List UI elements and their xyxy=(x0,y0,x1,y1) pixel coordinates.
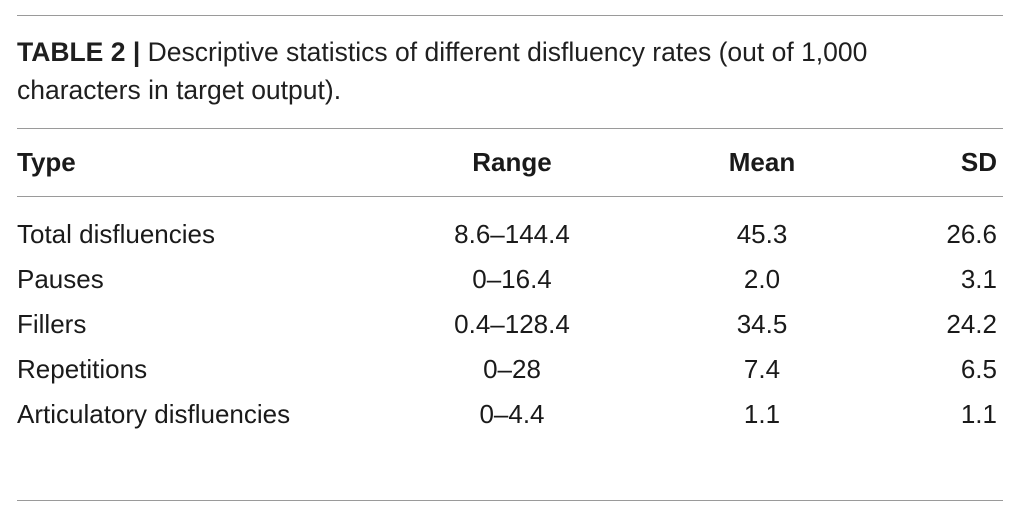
cell-sd: 1.1 xyxy=(960,399,997,429)
statistics-table: Type Range Mean SD Total disfluencies 8.… xyxy=(17,128,997,437)
cell-mean: 7.4 xyxy=(743,354,781,384)
table-row: Pauses 0–16.4 2.0 3.1 xyxy=(17,257,997,302)
cell-sd: 24.2 xyxy=(946,309,997,339)
cell-mean: 1.1 xyxy=(743,399,781,429)
header-top-rule xyxy=(17,128,1003,129)
cell-type: Pauses xyxy=(17,264,104,294)
cell-sd: 6.5 xyxy=(960,354,997,384)
cell-type: Repetitions xyxy=(17,354,148,384)
table-label: TABLE 2 | xyxy=(17,37,141,67)
cell-type: Articulatory disfluencies xyxy=(17,399,291,429)
table-row: Repetitions 0–28 7.4 6.5 xyxy=(17,347,997,392)
table-row: Articulatory disfluencies 0–4.4 1.1 1.1 xyxy=(17,392,997,437)
cell-range: 0–28 xyxy=(483,354,541,384)
cell-range: 0–4.4 xyxy=(479,399,545,429)
table-row: Total disfluencies 8.6–144.4 45.3 26.6 xyxy=(17,196,997,257)
table-row: Fillers 0.4–128.4 34.5 24.2 xyxy=(17,302,997,347)
header-range: Range xyxy=(472,146,552,177)
top-rule xyxy=(17,15,1003,16)
cell-sd: 3.1 xyxy=(960,264,997,294)
bottom-rule xyxy=(17,500,1003,501)
caption-text: Descriptive statistics of different disf… xyxy=(17,37,868,105)
header-row: Type Range Mean SD xyxy=(17,128,997,196)
cell-type: Fillers xyxy=(17,309,87,339)
cell-range: 0.4–128.4 xyxy=(454,309,570,339)
cell-mean: 45.3 xyxy=(736,219,788,249)
header-bottom-rule xyxy=(17,196,1003,197)
cell-mean: 2.0 xyxy=(743,264,781,294)
cell-range: 8.6–144.4 xyxy=(454,219,570,249)
header-type: Type xyxy=(17,146,76,177)
cell-mean: 34.5 xyxy=(736,309,788,339)
cell-sd: 26.6 xyxy=(946,219,997,249)
cell-range: 0–16.4 xyxy=(472,264,552,294)
header-sd: SD xyxy=(960,146,997,177)
cell-type: Total disfluencies xyxy=(17,219,215,249)
table-caption: TABLE 2 | Descriptive statistics of diff… xyxy=(17,33,977,109)
header-mean: Mean xyxy=(728,146,796,177)
